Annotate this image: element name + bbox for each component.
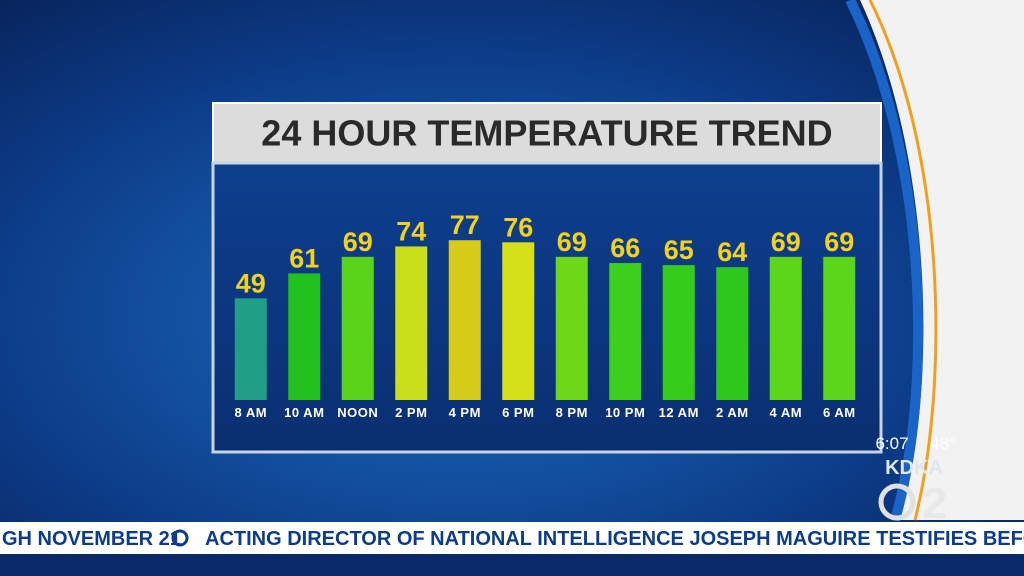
ticker-bar [0, 522, 1024, 554]
x-tick-label: 8 AM [234, 405, 267, 420]
station-name: KDKA [885, 457, 943, 479]
cbs-eye [878, 483, 916, 521]
ticker-base [0, 554, 1024, 576]
bar [716, 267, 749, 400]
value-label: 49 [236, 268, 266, 298]
bar [341, 256, 374, 400]
x-tick-label: 8 PM [556, 405, 588, 420]
value-label: 69 [343, 227, 373, 257]
bar [823, 256, 856, 400]
ticker-previous: GH NOVEMBER 21 [2, 528, 181, 550]
bar [288, 273, 321, 400]
x-tick-label: 10 PM [605, 405, 645, 420]
plot: 8 AM 49 10 AM 61 NOON 69 2 PM 74 4 PM 77 6 PM 76 8 P… [234, 210, 856, 420]
x-tick-label: 2 PM [395, 405, 427, 420]
channel-number: 2 [923, 479, 947, 528]
value-label: 77 [450, 210, 480, 240]
value-label: 64 [717, 237, 747, 267]
bar [234, 298, 267, 400]
ticker-headline: ACTING DIRECTOR OF NATIONAL INTELLIGENCE… [205, 528, 1024, 550]
swoosh [868, 0, 938, 521]
value-label: 65 [664, 235, 694, 265]
value-label: 61 [289, 243, 319, 273]
clock: 6:07 [875, 434, 908, 453]
bar [609, 263, 642, 400]
value-label: 69 [771, 227, 801, 257]
bar [662, 265, 695, 400]
swoosh [845, 0, 924, 522]
x-tick-label: 6 AM [823, 405, 856, 420]
chart-panel [211, 161, 883, 454]
value-label: 74 [396, 216, 426, 246]
value-label: 69 [557, 227, 587, 257]
bar [502, 242, 535, 400]
x-tick-label: 12 AM [659, 405, 699, 420]
side-panel [860, 0, 1024, 520]
bar [769, 256, 802, 400]
bar [395, 246, 428, 400]
x-tick-label: 4 AM [769, 405, 802, 420]
value-label: 76 [503, 212, 533, 242]
x-tick-label: NOON [337, 405, 378, 420]
current-temp: 48° [930, 434, 956, 453]
x-tick-label: 6 PM [502, 405, 534, 420]
x-tick-label: 2 AM [716, 405, 749, 420]
bar [448, 240, 481, 400]
x-tick-label: 10 AM [284, 405, 324, 420]
value-label: 69 [824, 227, 854, 257]
ticker-separator [171, 529, 189, 547]
chart-title: 24 HOUR TEMPERATURE TREND [261, 113, 832, 154]
bar [555, 256, 588, 400]
value-label: 66 [610, 233, 640, 263]
x-tick-label: 4 PM [449, 405, 481, 420]
